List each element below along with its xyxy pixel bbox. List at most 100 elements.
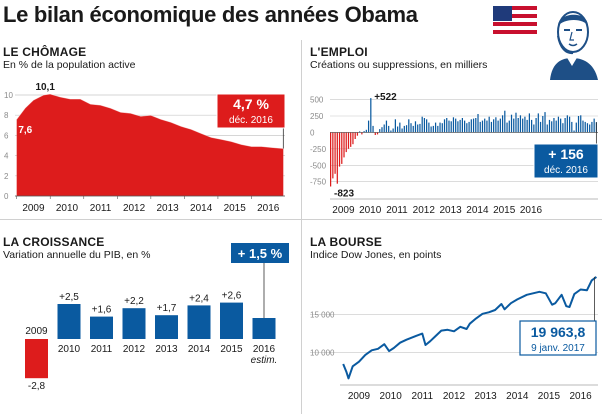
job-bar <box>477 114 479 133</box>
job-bar <box>338 132 341 167</box>
y-tick-label: 4 <box>4 152 9 161</box>
job-bar <box>577 116 580 133</box>
job-bar <box>490 121 493 133</box>
value-label: +2,4 <box>189 293 209 304</box>
value-label: +1,6 <box>92 305 112 316</box>
president-portrait-icon <box>550 11 598 80</box>
job-bar <box>517 118 519 133</box>
job-bar <box>575 122 577 133</box>
job-bar <box>412 125 414 133</box>
callout-value: + 156 <box>548 146 584 162</box>
x-tick-label: 2010 <box>56 203 79 214</box>
job-bar <box>379 129 381 133</box>
panel-croissance: LA CROISSANCE Variation annuelle du PIB,… <box>3 235 295 414</box>
x-tick-label: 2012 <box>413 205 436 216</box>
job-bar <box>352 132 354 145</box>
job-bar <box>455 118 457 133</box>
job-bar <box>481 120 484 133</box>
growth-bar <box>155 315 178 339</box>
job-bar <box>428 122 430 133</box>
job-bar <box>537 113 539 133</box>
employment-chart: 500 250 0 -250 -500 -750 2009 2010 2011 2012 2013 2… <box>310 92 599 216</box>
job-bar <box>497 120 499 133</box>
value-label: +1,7 <box>157 303 177 314</box>
job-bar <box>363 131 365 133</box>
job-bar <box>376 132 379 135</box>
job-bar <box>544 112 546 133</box>
job-bar <box>560 118 562 133</box>
job-bar <box>336 132 338 184</box>
x-tick-label: 2015 <box>538 391 561 402</box>
job-bar <box>562 123 564 133</box>
job-bar <box>397 126 399 133</box>
x-tick-label: 2014 <box>190 203 213 214</box>
y-tick-label: 10 <box>4 91 13 100</box>
x-tick-label: 2010 <box>359 205 382 216</box>
job-bar <box>414 121 417 133</box>
job-bar <box>493 119 495 133</box>
job-bar <box>531 119 533 133</box>
job-bar <box>354 132 356 139</box>
panel-subtitle: Indice Dow Jones, en points <box>310 249 442 261</box>
x-tick-label: 2016 <box>257 203 280 214</box>
job-bar <box>466 123 468 133</box>
job-bar <box>426 119 428 133</box>
us-flag-icon <box>493 6 537 34</box>
job-bar <box>359 131 361 133</box>
x-tick-label: 2009 <box>25 326 48 337</box>
job-bar <box>526 119 528 133</box>
job-bar <box>390 130 392 133</box>
job-bar <box>546 124 548 133</box>
job-bar <box>461 118 463 133</box>
job-bar <box>419 123 421 133</box>
job-bar <box>432 125 434 133</box>
job-bar <box>522 118 524 133</box>
callout-date: 9 janv. 2017 <box>531 343 585 354</box>
panel-title: LA BOURSE <box>310 235 383 249</box>
job-bar <box>484 118 486 133</box>
job-bar <box>504 110 506 133</box>
x-tick-label: 2010 <box>58 344 81 355</box>
job-bar <box>586 123 589 133</box>
job-bar <box>365 129 367 133</box>
job-bar <box>347 132 350 149</box>
job-bar <box>334 132 336 174</box>
job-bar <box>519 115 522 133</box>
job-bar <box>417 124 419 133</box>
max-label: +522 <box>374 92 397 103</box>
job-bar <box>392 128 394 133</box>
job-bar <box>593 118 595 133</box>
job-bar <box>430 126 432 133</box>
x-tick-label: 2013 <box>155 344 178 355</box>
callout-box <box>216 93 286 129</box>
job-bar <box>401 128 403 133</box>
job-bar <box>533 124 535 133</box>
x-tick-label: 2010 <box>380 391 403 402</box>
job-bar <box>508 120 510 133</box>
job-bar <box>408 119 410 133</box>
job-bar <box>437 125 439 133</box>
job-bar <box>345 132 347 153</box>
job-bar <box>403 125 405 133</box>
growth-bar <box>187 305 211 339</box>
growth-bar <box>57 304 81 339</box>
job-bar <box>542 116 544 133</box>
job-bar <box>513 118 515 133</box>
unemployment-area <box>16 94 284 196</box>
job-bar <box>472 118 475 133</box>
x-tick-label: 2011 <box>386 205 408 216</box>
job-bar <box>332 132 334 179</box>
y-tick-label: 15 000 <box>310 311 335 320</box>
x-tick-label: 2016 <box>253 344 276 355</box>
x-tick-label: 2015 <box>224 203 247 214</box>
job-bar <box>582 120 584 133</box>
job-bar <box>591 121 593 133</box>
job-bar <box>510 114 513 133</box>
job-bar <box>548 119 551 133</box>
x-tick-label: 2014 <box>188 344 211 355</box>
job-bar <box>457 121 459 133</box>
growth-bar <box>122 308 146 339</box>
growth-bar <box>220 302 243 339</box>
job-bar <box>434 122 437 133</box>
x-tick-label: 2015 <box>493 205 516 216</box>
